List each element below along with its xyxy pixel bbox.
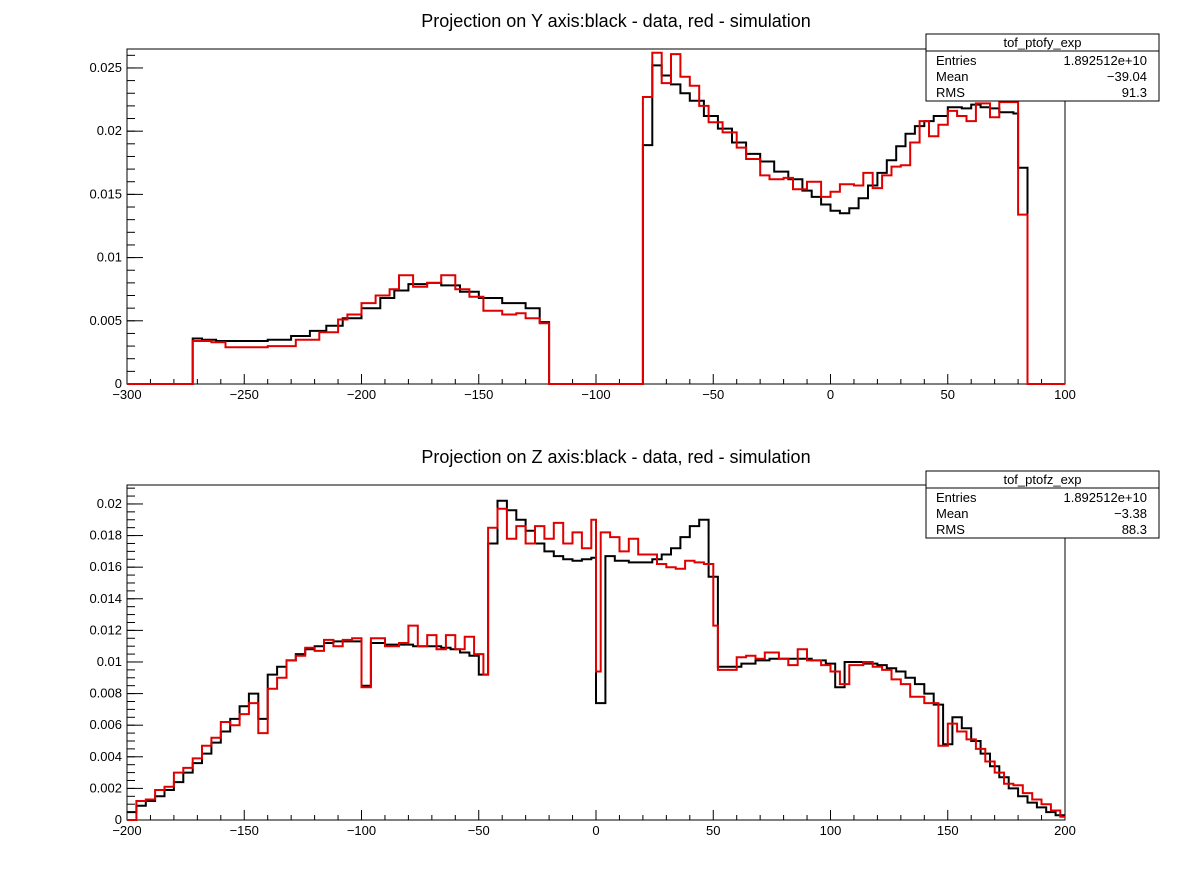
stats-box: tof_ptofz_exp Entries 1.892512e+10 Mean −3.3… [925,470,1160,539]
stats-row-value: 88.3 [1122,522,1147,537]
stats-row-value: −39.04 [1107,69,1147,84]
stats-box: tof_ptofy_exp Entries 1.892512e+10 Mean −39.… [925,33,1160,102]
stats-row-label: RMS [936,522,965,537]
stats-box-name: tof_ptofy_exp [1003,35,1081,50]
simulation-series-line [127,507,1065,821]
y-tick-label: 0.015 [89,186,122,201]
stats-box-frame [925,33,1160,102]
y-tick-label: 0.012 [89,622,122,637]
x-tick-label: 0 [827,387,834,402]
x-tick-label: −100 [347,823,376,838]
y-tick-label: 0.008 [89,686,122,701]
x-tick-label: 100 [1054,387,1076,402]
y-tick-label: 0.006 [89,717,122,732]
y-tick-label: 0.018 [89,528,122,543]
x-tick-label: −250 [230,387,259,402]
x-tick-label: 50 [941,387,955,402]
stats-row-label: Entries [936,53,977,68]
x-tick-label: 50 [706,823,720,838]
stats-row-label: Mean [936,69,969,84]
x-tick-label: −50 [468,823,490,838]
plot-frame [126,48,1066,385]
y-tick-label: 0.01 [97,654,122,669]
x-tick-label: −50 [702,387,724,402]
stats-row-label: Entries [936,490,977,505]
x-tick-label: 100 [820,823,842,838]
x-tick-label: −200 [112,823,141,838]
chart-panel-2: Projection on Z axis:black - data, red -… [89,447,1160,838]
x-tick-label: −150 [464,387,493,402]
stats-row-value: 91.3 [1122,85,1147,100]
x-tick-label: 200 [1054,823,1076,838]
data-series-line [127,64,1065,385]
y-tick-label: 0.025 [89,60,122,75]
y-tick-label: 0.02 [97,496,122,511]
simulation-series-line [127,51,1065,385]
y-tick-label: 0.004 [89,749,122,764]
x-tick-label: 150 [937,823,959,838]
y-tick-label: 0.002 [89,780,122,795]
x-tick-label: −200 [347,387,376,402]
stats-row-value: 1.892512e+10 [1063,53,1147,68]
stats-row-value: 1.892512e+10 [1063,490,1147,505]
stats-row-label: RMS [936,85,965,100]
chart-title: Projection on Y axis:black - data, red -… [421,11,811,31]
stats-box-frame [925,470,1160,539]
y-tick-label: 0.01 [97,250,122,265]
stats-row-label: Mean [936,506,969,521]
x-tick-label: −100 [581,387,610,402]
y-tick-label: 0.02 [97,123,122,138]
x-tick-label: −150 [230,823,259,838]
y-tick-label: 0 [115,376,122,391]
chart-title: Projection on Z axis:black - data, red -… [421,447,810,467]
y-tick-label: 0.005 [89,313,122,328]
chart-panel-1: Projection on Y axis:black - data, red -… [89,11,1160,402]
y-tick-label: 0.016 [89,559,122,574]
stats-box-name: tof_ptofz_exp [1003,472,1081,487]
y-tick-label: 0.014 [89,591,122,606]
y-tick-label: 0 [115,812,122,827]
stats-row-value: −3.38 [1114,506,1147,521]
x-tick-label: 0 [592,823,599,838]
x-tick-label: −300 [112,387,141,402]
